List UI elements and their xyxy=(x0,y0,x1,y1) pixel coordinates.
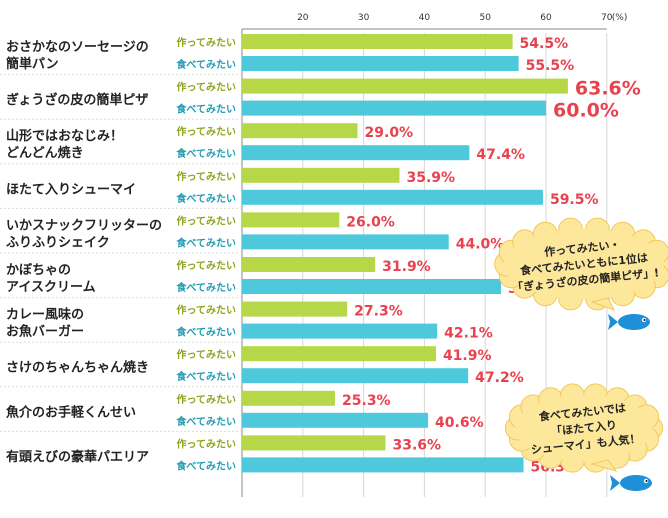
bar xyxy=(242,412,429,428)
series-label: 作ってみたい xyxy=(177,437,237,450)
category-label: アイスクリーム xyxy=(6,280,96,295)
series-label: 食べてみたい xyxy=(175,58,236,71)
bar xyxy=(242,212,340,228)
series-label: 作ってみたい xyxy=(177,304,237,317)
fish-pupil xyxy=(645,480,648,482)
fish-tail xyxy=(610,475,620,491)
data-label: 47.2% xyxy=(475,370,524,386)
category-label: 有頭えびの豪華パエリア xyxy=(6,449,149,465)
bar xyxy=(242,323,438,339)
data-label: 31.9% xyxy=(382,259,431,275)
x-tick-label: 70 xyxy=(601,13,613,23)
category-label: さけのちゃんちゃん焼き xyxy=(6,360,149,376)
data-label: 33.6% xyxy=(392,437,441,453)
series-label: 作ってみたい xyxy=(177,348,237,361)
bubble-tail xyxy=(590,297,616,311)
series-label: 食べてみたい xyxy=(175,370,236,383)
data-label: 47.4% xyxy=(476,147,525,163)
series-label: 作ってみたい xyxy=(177,36,237,49)
bar xyxy=(242,56,519,71)
x-tick-label: 60 xyxy=(540,13,552,23)
series-label: 作ってみたい xyxy=(177,81,237,94)
data-label: 35.9% xyxy=(406,170,455,186)
data-label: 59.5% xyxy=(550,192,599,208)
series-label: 食べてみたい xyxy=(175,147,236,160)
callout-bubble xyxy=(504,383,664,473)
data-label: 42.1% xyxy=(444,326,493,342)
bar xyxy=(242,78,568,94)
bar xyxy=(242,390,336,406)
bar xyxy=(242,279,502,294)
data-label: 27.3% xyxy=(354,304,403,320)
bar xyxy=(242,346,436,362)
fish-icon xyxy=(608,314,650,330)
data-label: 25.3% xyxy=(342,393,391,409)
data-label: 44.0% xyxy=(456,236,505,252)
category-label: いかスナックフリッターの xyxy=(6,218,162,233)
fish-body xyxy=(620,475,652,491)
bar xyxy=(242,145,470,161)
data-label: 55.5% xyxy=(526,58,575,74)
fish-pupil xyxy=(643,319,646,321)
x-tick-label: 20 xyxy=(297,13,309,23)
bar xyxy=(242,123,358,139)
bar xyxy=(242,167,400,183)
callout-bubble xyxy=(494,217,668,311)
fish-body xyxy=(618,314,650,330)
x-tick-label: 40 xyxy=(419,13,431,23)
category-label: ぎょうざの皮の簡単ピザ xyxy=(6,92,148,108)
series-label: 作ってみたい xyxy=(177,214,237,227)
data-label: 54.5% xyxy=(520,36,569,52)
data-label: 41.9% xyxy=(443,348,492,364)
series-label: 食べてみたい xyxy=(175,236,236,249)
bubble-body xyxy=(515,394,653,462)
series-label: 食べてみたい xyxy=(175,326,236,339)
bar xyxy=(242,457,524,473)
bubble-tail xyxy=(590,459,618,472)
series-label: 食べてみたい xyxy=(175,415,236,428)
category-label: おさかなのソーセージの xyxy=(6,40,149,55)
bar xyxy=(242,189,543,205)
bar xyxy=(242,301,348,317)
category-label: 魚介のお手軽くんせい xyxy=(6,404,136,420)
bubble-body xyxy=(504,228,664,300)
bar xyxy=(242,257,376,272)
series-label: 作ってみたい xyxy=(177,393,237,406)
series-label: 食べてみたい xyxy=(175,103,236,116)
category-label: 簡単パン xyxy=(5,56,59,72)
category-label: お魚バーガー xyxy=(6,324,84,340)
fish-tail xyxy=(608,314,618,330)
series-label: 作ってみたい xyxy=(177,170,237,183)
bar xyxy=(242,34,513,49)
series-label: 食べてみたい xyxy=(175,281,236,294)
series-label: 作ってみたい xyxy=(177,125,237,138)
callout-text: 「ほたて入り xyxy=(550,418,617,439)
category-label: かぼちゃの xyxy=(6,263,71,278)
series-label: 食べてみたい xyxy=(175,192,236,205)
fish-icon xyxy=(610,475,652,491)
x-tick-label: 30 xyxy=(358,13,370,23)
category-label: 山形ではおなじみ！ xyxy=(6,128,123,144)
x-tick-label: 50 xyxy=(479,13,491,23)
bar xyxy=(242,435,386,451)
data-label: 60.0% xyxy=(553,100,619,122)
category-label: ほたて入りシューマイ xyxy=(6,182,136,197)
bar xyxy=(242,100,546,116)
series-label: 食べてみたい xyxy=(175,459,236,472)
bar xyxy=(242,368,469,384)
bar xyxy=(242,234,449,250)
category-label: ふりふりシェイク xyxy=(6,235,110,250)
data-label: 29.0% xyxy=(365,125,414,141)
x-axis-unit: (%) xyxy=(612,13,628,23)
category-label: どんどん焼き xyxy=(6,145,84,161)
data-label: 63.6% xyxy=(575,78,641,100)
data-label: 26.0% xyxy=(346,214,395,230)
category-label: カレー風味の xyxy=(6,307,84,323)
series-label: 作ってみたい xyxy=(177,259,237,272)
data-label: 40.6% xyxy=(435,415,484,431)
